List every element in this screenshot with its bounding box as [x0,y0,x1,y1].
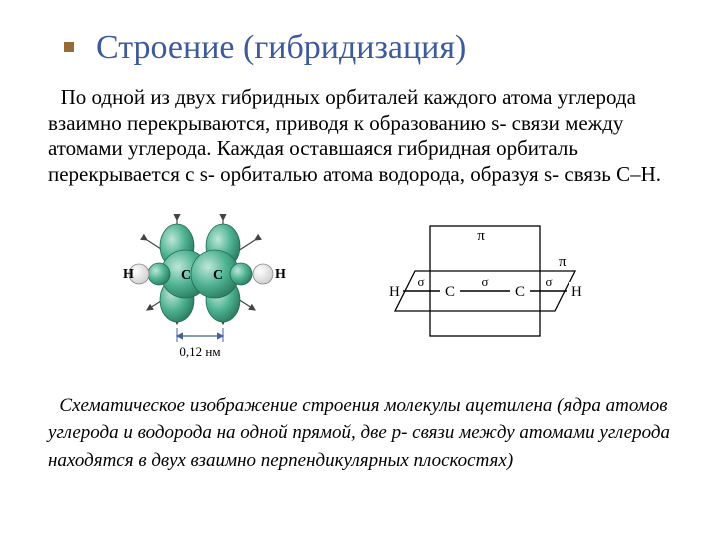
label2-H-right: H [571,284,582,300]
figure-orbitals: H H C C 0,12 нм [115,206,295,376]
label-C-right: C [213,268,223,283]
figure-caption: Схематическое изображение строения молек… [48,392,672,475]
title-bullet [64,42,74,52]
label-sigma-m: σ [481,274,488,289]
label-dimension: 0,12 нм [179,344,220,359]
figures-row: H H C C 0,12 нм H H [48,206,672,376]
label-sigma-l: σ [417,274,424,289]
label2-C-left: C [445,284,455,300]
label2-C-right: C [515,284,525,300]
label-H-right: H [275,267,286,282]
figure-sigma-pi: H H C C π π σ σ σ [365,216,605,366]
label-sigma-r: σ [545,274,552,289]
body-paragraph: По одной из двух гибридных орбиталей каж… [48,85,672,187]
label-pi-side: π [559,254,567,270]
label2-H-left: H [389,284,400,300]
label-H-left: H [123,267,134,282]
label-pi-top: π [477,228,485,244]
slide-title: Строение (гибридизация) [96,28,672,67]
label-C-left: C [181,268,191,283]
slide: Строение (гибридизация) По одной из двух… [0,0,720,540]
